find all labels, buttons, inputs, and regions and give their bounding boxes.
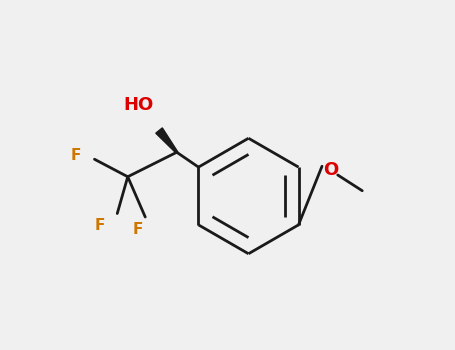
Text: F: F — [95, 218, 105, 233]
Text: F: F — [71, 148, 81, 163]
Text: F: F — [133, 222, 143, 237]
Text: HO: HO — [123, 96, 153, 114]
Polygon shape — [156, 128, 177, 153]
Text: O: O — [323, 161, 339, 179]
